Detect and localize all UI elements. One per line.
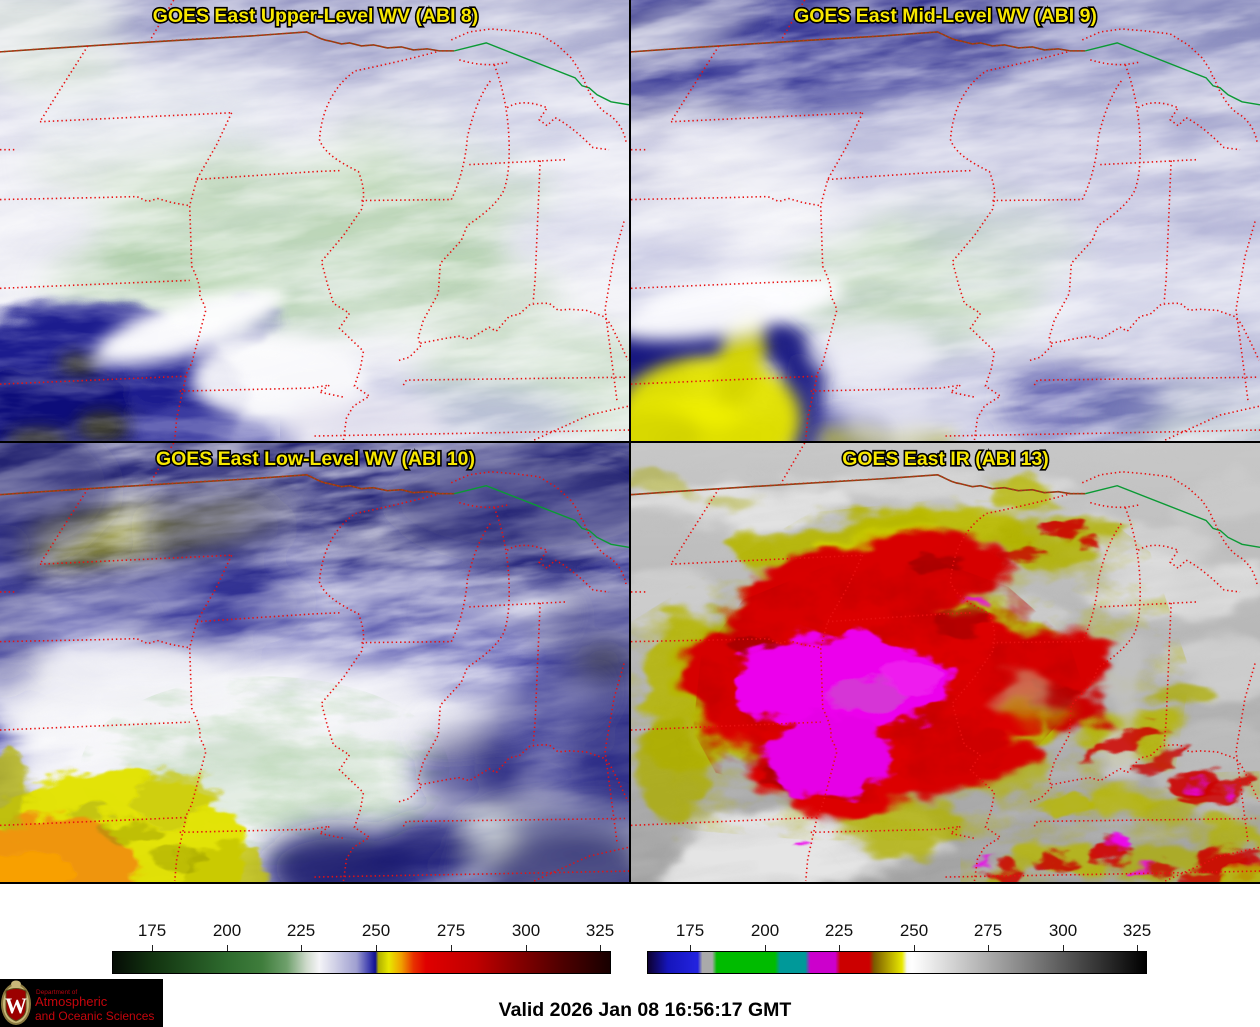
svg-text:GOES East Mid-Level WV (ABI 9): GOES East Mid-Level WV (ABI 9) <box>794 5 1097 27</box>
svg-text:GOES East Upper-Level WV (ABI: GOES East Upper-Level WV (ABI 8) <box>153 5 478 27</box>
svg-text:and Oceanic Sciences: and Oceanic Sciences <box>35 1009 154 1023</box>
svg-text:Atmospheric: Atmospheric <box>35 994 108 1009</box>
svg-text:GOES East Low-Level WV (ABI 10: GOES East Low-Level WV (ABI 10) <box>156 448 475 470</box>
svg-text:W: W <box>5 993 27 1018</box>
svg-text:Department of: Department of <box>36 989 77 996</box>
svg-text:GOES East IR (ABI 13): GOES East IR (ABI 13) <box>842 448 1049 470</box>
